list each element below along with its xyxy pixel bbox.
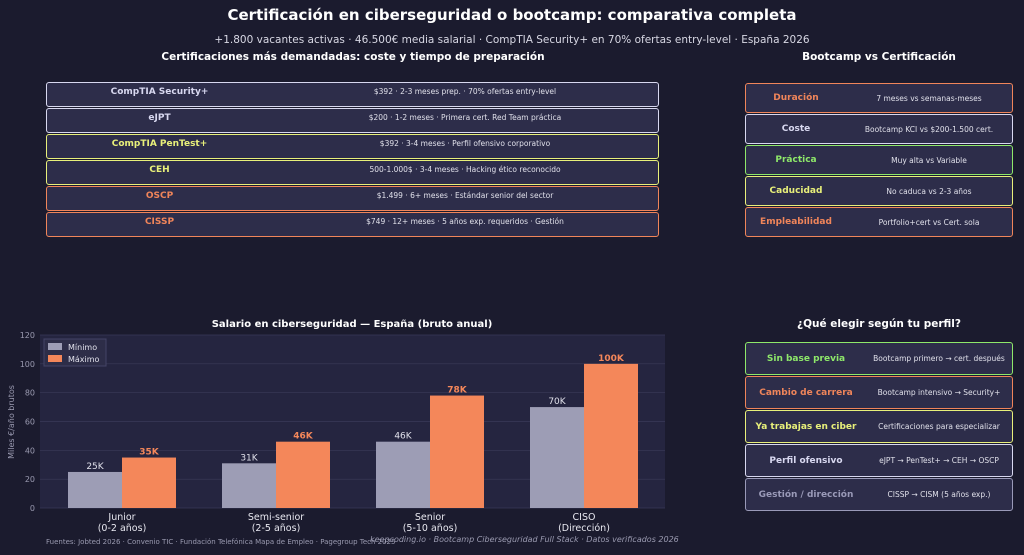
- bar-value-label: 25K: [86, 462, 104, 472]
- profile-row-label: Cambio de carrera: [759, 387, 853, 398]
- compare-row-detail: No caduca vs 2-3 años: [886, 186, 972, 196]
- x-tick-label: (Dirección): [558, 523, 610, 534]
- cert-row-label: CEH: [149, 165, 170, 175]
- legend-swatch: [48, 355, 62, 362]
- compare-row: Coste Bootcamp KCI vs $200-1.500 cert.: [745, 114, 1013, 144]
- bar-mínimo: [222, 463, 276, 508]
- footer-brand: keepcoding.io · Bootcamp Ciberseguridad …: [370, 535, 679, 544]
- compare-row: Empleabilidad Portfolio+cert vs Cert. sol…: [745, 207, 1013, 237]
- x-tick-label: Senior: [415, 512, 445, 523]
- compare-row: Práctica Muy alta vs Variable: [745, 145, 1013, 175]
- cert-row-label: OSCP: [145, 191, 174, 201]
- profile-row-detail: CISSP → CISM (5 años exp.): [887, 490, 991, 499]
- page-subtitle: +1.800 vacantes activas · 46.500€ media …: [214, 34, 810, 46]
- y-tick-label: 60: [25, 418, 35, 427]
- chart-title: Salario en ciberseguridad — España (brut…: [212, 319, 493, 330]
- compare-heading: Bootcamp vs Certificación: [802, 51, 956, 63]
- bar-value-label: 78K: [447, 386, 468, 396]
- profile-row-detail: Bootcamp primero → cert. después: [873, 354, 1005, 363]
- y-tick-label: 120: [20, 331, 35, 340]
- cert-row-detail: $200 · 1-2 meses · Primera cert. Red Tea…: [368, 113, 562, 122]
- y-tick-label: 40: [25, 446, 35, 455]
- cert-row-detail: 500-1.000$ · 3-4 meses · Hacking ético r…: [369, 165, 561, 174]
- y-tick-label: 80: [25, 389, 35, 398]
- profile-row: Perfil ofensivo eJPT → PenTest+ → CEH → O…: [745, 444, 1013, 477]
- x-tick-label: Junior: [107, 512, 135, 523]
- bar-value-label: 35K: [139, 448, 160, 458]
- profile-row-label: Sin base previa: [766, 353, 846, 364]
- x-tick-label: Semi-senior: [248, 512, 304, 523]
- compare-row-label: Práctica: [775, 155, 817, 165]
- profile-heading: ¿Qué elegir según tu perfil?: [797, 318, 961, 330]
- bar-value-label: 70K: [548, 397, 566, 407]
- bar-máximo: [122, 457, 176, 508]
- y-tick-label: 100: [20, 360, 35, 369]
- x-tick-label: (0-2 años): [98, 523, 147, 534]
- bar-máximo: [430, 395, 484, 508]
- compare-row-detail: Bootcamp KCI vs $200-1.500 cert.: [864, 124, 994, 134]
- bar-value-label: 31K: [240, 453, 258, 463]
- bar-value-label: 46K: [293, 432, 314, 442]
- compare-row-label: Coste: [781, 124, 811, 134]
- cert-row-label: eJPT: [148, 113, 171, 123]
- compare-row: Duración 7 meses vs semanas-meses: [745, 83, 1013, 113]
- compare-row-detail: 7 meses vs semanas-meses: [876, 93, 982, 103]
- profile-row-label: Perfil ofensivo: [769, 455, 843, 466]
- certs-heading: Certificaciones más demandadas: coste y …: [161, 51, 545, 63]
- cert-row-label: CompTIA PenTest+: [111, 139, 208, 149]
- profile-row-label: Gestión / dirección: [758, 489, 854, 500]
- cert-row: eJPT $200 · 1-2 meses · Primera cert. Red…: [46, 108, 659, 133]
- y-tick-label: 0: [30, 504, 35, 513]
- footer-sources: Fuentes: Jobted 2026 · Convenio TIC · Fu…: [46, 538, 396, 546]
- compare-row-label: Caducidad: [769, 186, 823, 196]
- cert-row: CISSP $749 · 12+ meses · 5 años exp. requ…: [46, 212, 659, 237]
- cert-row: CEH 500-1.000$ · 3-4 meses · Hacking étic…: [46, 160, 659, 185]
- compare-row: Caducidad No caduca vs 2-3 años: [745, 176, 1013, 206]
- bar-máximo: [276, 441, 330, 508]
- cert-row-detail: $749 · 12+ meses · 5 años exp. requerido…: [366, 217, 564, 226]
- bar-mínimo: [68, 471, 122, 508]
- profile-row-detail: Bootcamp intensivo → Security+: [877, 388, 1001, 397]
- compare-row-label: Duración: [773, 93, 819, 103]
- salary-chart: Salario en ciberseguridad — España (brut…: [7, 319, 665, 534]
- profile-row: Ya trabajas en ciber Certificaciones para…: [745, 410, 1013, 443]
- profile-row: Cambio de carrera Bootcamp intensivo → Se…: [745, 376, 1013, 409]
- cert-row-detail: $392 · 2-3 meses prep. · 70% ofertas ent…: [373, 87, 557, 96]
- cert-row-detail: $392 · 3-4 meses · Perfil ofensivo corpo…: [379, 139, 551, 148]
- profile-row: Gestión / dirección CISSP → CISM (5 años …: [745, 478, 1013, 511]
- cert-row-detail: $1.499 · 6+ meses · Estándar senior del …: [376, 191, 554, 200]
- y-axis-label: Miles €/año brutos: [7, 385, 16, 459]
- legend-swatch: [48, 343, 62, 350]
- page-title: Certificación en ciberseguridad o bootca…: [227, 6, 797, 24]
- profile-row: Sin base previa Bootcamp primero → cert. …: [745, 342, 1013, 375]
- bar-value-label: 46K: [394, 432, 412, 442]
- cert-row-label: CISSP: [144, 217, 175, 227]
- compare-row-label: Empleabilidad: [760, 217, 832, 227]
- cert-row: CompTIA Security+ $392 · 2-3 meses prep. …: [46, 82, 659, 107]
- legend-label: Máximo: [68, 355, 100, 364]
- profile-row-label: Ya trabajas en ciber: [755, 421, 857, 432]
- compare-row-detail: Muy alta vs Variable: [891, 155, 967, 165]
- compare-row-detail: Portfolio+cert vs Cert. sola: [878, 217, 980, 227]
- x-tick-label: (2-5 años): [252, 523, 301, 534]
- x-tick-label: CISO: [573, 512, 596, 523]
- bar-mínimo: [530, 407, 584, 508]
- cert-row: OSCP $1.499 · 6+ meses · Estándar senior …: [46, 186, 659, 211]
- bar-máximo: [584, 363, 638, 508]
- y-tick-label: 20: [25, 475, 35, 484]
- cert-row: CompTIA PenTest+ $392 · 3-4 meses · Perfi…: [46, 134, 659, 159]
- x-tick-label: (5-10 años): [403, 523, 458, 534]
- profile-row-detail: eJPT → PenTest+ → CEH → OSCP: [879, 456, 999, 465]
- profile-row-detail: Certificaciones para especializar: [878, 422, 1000, 431]
- legend-label: Mínimo: [68, 343, 97, 352]
- cert-row-label: CompTIA Security+: [110, 87, 209, 97]
- bar-value-label: 100K: [598, 354, 625, 364]
- bar-mínimo: [376, 441, 430, 508]
